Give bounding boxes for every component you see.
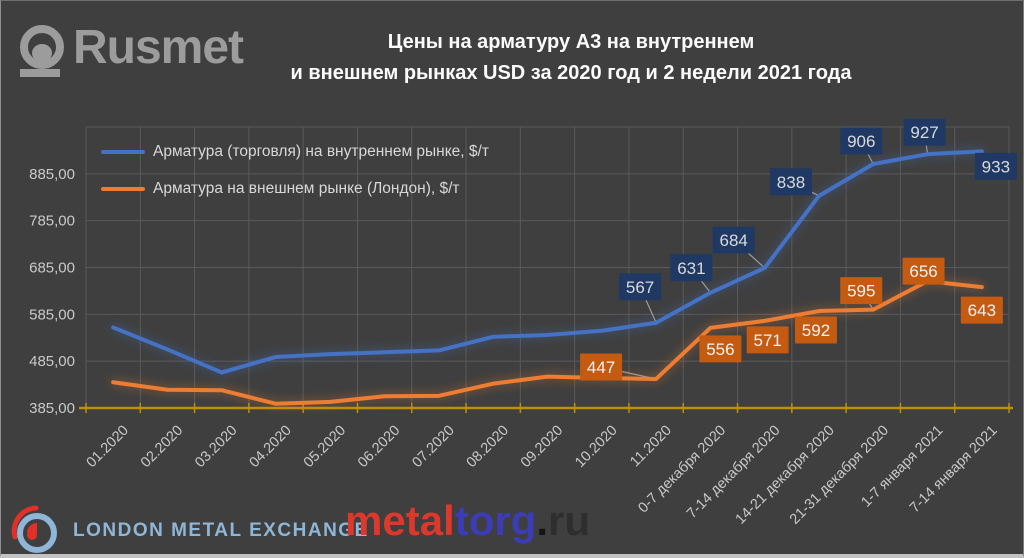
series-line-external [111,279,984,406]
x-axis-tick-label: 14-21 декабря 2020 [733,423,838,528]
data-label-box [840,277,883,305]
legend: Арматура (торговля) на внутреннем рынке,… [101,142,489,216]
data-label-box [670,254,713,282]
metaltorg-text-dot: . [536,497,549,544]
data-label-box [960,296,1003,324]
rusmet-logo-text: Rusmet [73,20,244,74]
data-label-value: 838 [777,173,805,192]
chart-title-line1: Цены на арматуру А3 на внутреннем [387,31,755,53]
data-label-box [903,118,946,146]
chart-title-line2: и внешнем рынках USD за 2020 год и 2 нед… [290,62,852,84]
x-axis-tick-label: 09.2020 [518,423,566,471]
data-label-value: 643 [968,301,996,320]
metaltorg-logo: metaltorg.ru [345,497,590,545]
lme-logo-text: LONDON METAL EXCHANGE [73,520,369,541]
y-axis-tick-label: 585,00 [29,306,75,323]
data-label-box [902,257,945,285]
x-axis-tick-label: 01.2020 [84,423,132,471]
data-label-value: 571 [753,331,781,350]
data-label-value: 927 [910,123,938,142]
rusmet-logo-icon [20,25,64,77]
data-label-value: 656 [909,262,937,281]
x-axis-tick-label: 04.2020 [246,423,294,471]
data-label-value: 684 [719,231,747,250]
x-axis-tick-label: 7-14 декабря 2020 [684,423,783,522]
x-axis-tick-label: 11.2020 [627,423,675,471]
lme-logo-icon [11,505,57,553]
x-axis-tick-label: 08.2020 [464,423,512,471]
data-label-box [769,168,812,196]
legend-line-swatch-blue [101,150,145,154]
legend-item-domestic: Арматура (торговля) на внутреннем рынке,… [101,142,489,162]
data-label-box [794,316,837,344]
metaltorg-text-metal: metal [345,497,455,544]
y-axis-tick-label: 485,00 [29,353,75,370]
x-axis-tick-label: 02.2020 [138,423,186,471]
data-label-value: 631 [677,259,705,278]
chart-title: Цены на арматуру А3 на внутреннем и внеш… [226,27,916,89]
data-label-box [619,273,662,301]
y-axis-tick-label: 385,00 [29,400,75,417]
legend-item-external: Арматура на внешнем рынке (Лондон), $/т [101,179,489,199]
x-axis-tick-label: 03.2020 [192,423,240,471]
series-line-domestic [111,149,984,375]
y-axis-tick-label: 885,00 [29,166,75,183]
data-label-box [699,335,742,363]
data-label-value: 906 [847,132,875,151]
legend-label: Арматура (торговля) на внутреннем рынке,… [153,143,489,160]
metaltorg-text-torg: torg [454,497,537,544]
x-axis-tick-label: 10.2020 [572,423,620,471]
data-label-value: 595 [847,282,875,301]
rusmet-logo: Rusmet [9,11,244,83]
data-label-value: 592 [802,321,830,340]
data-label-value: 447 [587,358,615,377]
metaltorg-text-ru: ru [548,497,591,544]
x-axis-tick-label: 05.2020 [301,423,349,471]
x-axis-tick-label: 06.2020 [355,423,403,471]
lme-logo: LONDON METAL EXCHANGE [9,504,369,554]
data-label-box [840,127,883,155]
x-axis-tick-label: 21-31 декабря 2020 [787,423,892,528]
y-axis-tick-label: 685,00 [29,260,75,277]
data-label-box [712,226,755,254]
data-label-value: 556 [706,340,734,359]
data-label-box [974,152,1017,180]
data-label-value: 567 [626,278,654,297]
y-axis-tick-label: 785,00 [29,213,75,230]
data-label-box [580,353,623,381]
legend-line-swatch-orange [101,187,145,191]
legend-label: Арматура на внешнем рынке (Лондон), $/т [153,180,460,197]
x-axis-tick-label: 07.2020 [409,423,457,471]
data-label-box [746,326,789,354]
data-label-value: 933 [982,157,1010,176]
